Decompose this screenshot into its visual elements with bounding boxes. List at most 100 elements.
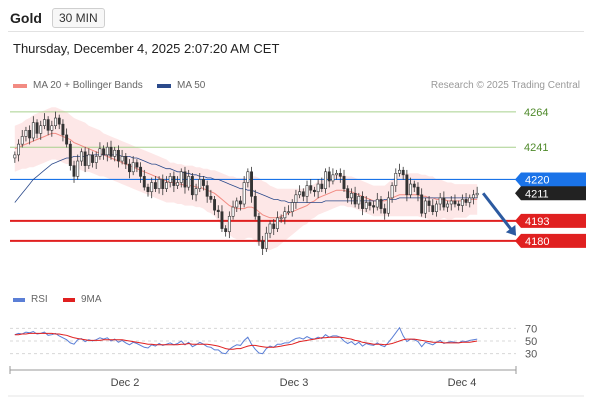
- 9ma-swatch: [63, 297, 75, 302]
- candle-up: [246, 171, 250, 183]
- candle-up: [268, 223, 272, 234]
- candle-down: [309, 185, 313, 191]
- candle-down: [161, 179, 165, 189]
- candle-down: [361, 196, 364, 209]
- candle-up: [50, 125, 54, 131]
- 9ma-label: 9MA: [81, 294, 102, 305]
- rsi-tick-label: 70: [525, 323, 537, 335]
- candle-up: [13, 154, 17, 159]
- candle-down: [239, 200, 242, 205]
- candle-down: [342, 176, 346, 189]
- candle-up: [179, 171, 183, 183]
- candle-up: [120, 156, 124, 162]
- candle-down: [83, 151, 87, 166]
- candle-down: [124, 156, 128, 165]
- candle-up: [305, 185, 309, 197]
- candle-up: [87, 154, 91, 166]
- candle-down: [205, 185, 209, 197]
- candle-up: [324, 171, 327, 189]
- ma50-swatch: [157, 83, 171, 88]
- candle-up: [131, 162, 135, 173]
- candle-up: [20, 136, 24, 145]
- candle-up: [98, 148, 102, 157]
- level-labels: 4264 4241 4220 4211 4193 4180: [515, 107, 586, 248]
- candle-down: [412, 183, 416, 188]
- pivot-tag: [515, 172, 586, 187]
- x-tick-label: Dec 3: [280, 377, 309, 389]
- candle-up: [187, 176, 191, 188]
- legend-ma50: MA 50: [157, 80, 205, 91]
- candle-up: [79, 151, 83, 162]
- candle-down: [213, 199, 217, 211]
- candle-up: [31, 122, 35, 139]
- candle-down: [109, 146, 113, 157]
- candle-down: [128, 163, 131, 173]
- candle-down: [442, 197, 446, 208]
- candle-down: [405, 174, 409, 196]
- candle-up: [198, 179, 202, 189]
- candle-up: [42, 119, 46, 127]
- ma20-line: [14, 132, 478, 219]
- candle-up: [39, 125, 43, 134]
- candle-up: [316, 183, 320, 193]
- candle-down: [338, 173, 342, 177]
- research-credit: Research © 2025 Trading Central: [430, 80, 580, 91]
- candle-down: [190, 176, 194, 196]
- resistance-label: 4241: [524, 142, 548, 154]
- candle-up: [194, 188, 198, 196]
- candle-up: [472, 194, 475, 199]
- candle-up: [242, 182, 246, 205]
- candle-up: [349, 192, 353, 199]
- candle-up: [76, 160, 80, 177]
- ma20-label: MA 20 + Bollinger Bands: [33, 80, 143, 91]
- header-divider: [8, 31, 584, 32]
- resistance-label: 4264: [524, 107, 548, 119]
- candle-down: [46, 119, 50, 131]
- timeframe-badge[interactable]: 30 MIN: [52, 8, 105, 28]
- candle-up: [335, 173, 339, 176]
- candle-up: [375, 199, 379, 208]
- candle-down: [453, 200, 457, 205]
- candle-up: [449, 200, 453, 205]
- rsi-tick-label: 30: [525, 349, 537, 361]
- candle-down: [420, 194, 424, 214]
- candle-down: [28, 130, 32, 139]
- candle-up: [390, 185, 394, 199]
- datetime-label: Thursday, December 4, 2025 2:07:20 AM CE…: [13, 41, 280, 56]
- rsi-tick-label: 50: [525, 336, 537, 348]
- candle-down: [72, 165, 76, 177]
- ma20-swatch: [13, 83, 27, 88]
- candles: [13, 111, 479, 255]
- candle-up: [475, 192, 479, 196]
- candle-down: [327, 171, 331, 182]
- bollinger-band: [14, 107, 478, 251]
- current price-label: 4211: [525, 188, 549, 200]
- candle-up: [168, 176, 172, 183]
- x-axis: Dec 2 Dec 3 Dec 4: [9, 366, 517, 389]
- candle-up: [460, 199, 464, 206]
- candle-down: [301, 191, 305, 197]
- candle-down: [457, 203, 461, 206]
- candle-up: [54, 117, 57, 127]
- candle-down: [464, 199, 468, 203]
- candle-down: [427, 200, 431, 206]
- candle-down: [257, 215, 261, 242]
- candle-up: [24, 130, 28, 137]
- candle-down: [142, 176, 146, 188]
- candle-up: [279, 217, 283, 220]
- candle-up: [287, 211, 290, 213]
- ma50-label: MA 50: [177, 80, 206, 91]
- forecast-arrowhead: [505, 224, 517, 236]
- candle-down: [220, 211, 224, 229]
- candle-down: [261, 240, 265, 249]
- candle-up: [423, 200, 427, 214]
- candle-up: [235, 200, 239, 208]
- candle-up: [113, 149, 117, 157]
- candle-up: [157, 179, 161, 189]
- candle-up: [364, 202, 368, 209]
- candle-up: [398, 169, 401, 174]
- candle-down: [209, 196, 213, 200]
- candle-up: [438, 197, 442, 205]
